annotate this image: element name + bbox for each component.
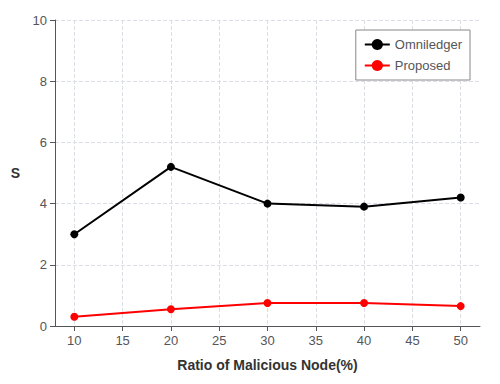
svg-text:15: 15 <box>115 333 129 348</box>
svg-text:Proposed: Proposed <box>395 58 451 73</box>
svg-text:40: 40 <box>357 333 371 348</box>
svg-text:4: 4 <box>40 196 47 211</box>
svg-text:Ratio of Malicious Node(%): Ratio of Malicious Node(%) <box>177 357 357 373</box>
svg-text:20: 20 <box>164 333 178 348</box>
svg-text:2: 2 <box>40 257 47 272</box>
svg-text:10: 10 <box>33 13 47 28</box>
svg-text:45: 45 <box>405 333 419 348</box>
svg-text:35: 35 <box>309 333 323 348</box>
svg-text:S: S <box>11 165 20 181</box>
svg-text:0: 0 <box>40 319 47 334</box>
svg-text:6: 6 <box>40 135 47 150</box>
svg-text:50: 50 <box>453 333 467 348</box>
svg-text:30: 30 <box>260 333 274 348</box>
svg-text:10: 10 <box>67 333 81 348</box>
svg-text:25: 25 <box>212 333 226 348</box>
svg-text:8: 8 <box>40 74 47 89</box>
svg-text:Omniledger: Omniledger <box>395 37 463 52</box>
